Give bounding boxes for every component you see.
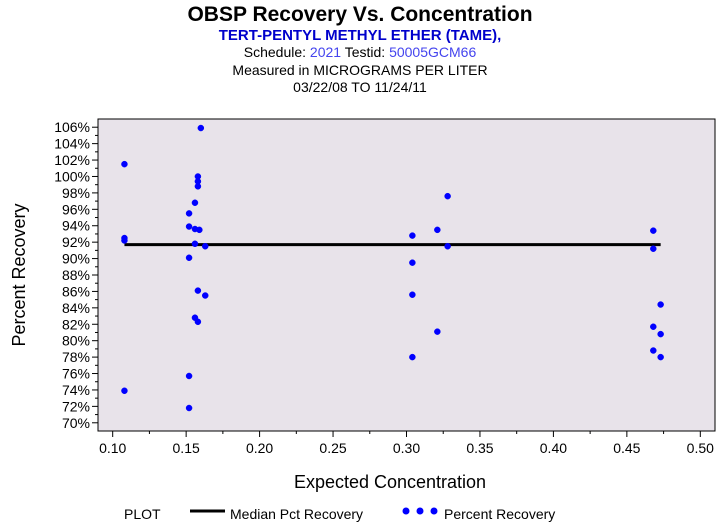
data-point [194, 318, 202, 326]
data-point [196, 226, 203, 234]
data-point [185, 372, 193, 380]
x-tick-label: 0.40 [540, 440, 567, 456]
y-tick-label: 104% [54, 136, 90, 152]
y-tick-label: 92% [62, 234, 90, 250]
data-point [434, 226, 441, 234]
x-tick-label: 0.30 [393, 440, 420, 456]
legend-point-dot [402, 507, 410, 515]
testid-label: Testid: [344, 44, 386, 60]
x-tick-label: 0.25 [319, 440, 346, 456]
y-tick-label: 70% [62, 415, 90, 431]
chart-subtitle: TERT-PENTYL METHYL ETHER (TAME), [218, 27, 502, 44]
data-point [121, 387, 128, 395]
y-axis-label: Percent Recovery [9, 203, 29, 346]
x-axis-label: Expected Concentration [294, 472, 486, 492]
x-axis: 0.10 0.15 0.20 0.25 0.30 0.35 0.40 0.45 0.50 [99, 431, 714, 456]
data-point [434, 328, 441, 335]
data-point [650, 323, 657, 330]
data-point [194, 287, 202, 294]
data-point [201, 292, 209, 299]
y-tick-label: 94% [62, 218, 90, 234]
measured-label: Measured in [232, 62, 310, 78]
data-point [650, 227, 657, 234]
data-point [444, 243, 451, 250]
data-point [121, 160, 128, 168]
data-point [191, 199, 199, 206]
measured-line: Measured in MICROGRAMS PER LITER [0, 62, 720, 78]
data-point [409, 259, 416, 266]
x-tick-label: 0.15 [173, 440, 200, 456]
x-tick-label: 0.35 [466, 440, 493, 456]
legend-points-label: Percent Recovery [444, 506, 555, 522]
schedule-value: 2021 [309, 44, 342, 60]
data-point [185, 254, 193, 262]
data-point [657, 353, 664, 361]
x-tick-label: 0.50 [687, 440, 714, 456]
measured-units: MICROGRAMS PER LITER [313, 62, 488, 78]
data-point [444, 192, 451, 200]
legend-point-dot [430, 507, 438, 515]
legend-point-dot [416, 507, 424, 515]
data-point [409, 291, 416, 298]
y-tick-label: 96% [62, 201, 90, 217]
y-axis: 70%72%74%76%78%80%82%84%86%88%90%92%94%9… [54, 119, 98, 431]
data-point [185, 404, 193, 412]
y-tick-label: 80% [62, 333, 90, 349]
y-tick-label: 100% [54, 168, 90, 184]
data-point [650, 347, 657, 354]
legend-points-swatch [402, 507, 438, 515]
testid-value: 50005GCM66 [389, 44, 477, 60]
legend-median-label: Median Pct Recovery [230, 506, 363, 522]
y-tick-label: 74% [62, 382, 90, 398]
data-point [657, 330, 664, 338]
x-tick-label: 0.10 [99, 440, 126, 456]
y-tick-label: 102% [54, 152, 90, 168]
data-point [194, 183, 202, 190]
data-point [657, 301, 664, 308]
y-tick-label: 98% [62, 185, 90, 201]
x-tick-label: 0.20 [246, 440, 273, 456]
y-tick-label: 72% [62, 398, 90, 414]
data-point [191, 240, 199, 248]
y-tick-label: 86% [62, 283, 90, 299]
y-tick-label: 76% [62, 366, 90, 382]
legend-plot-label: PLOT [124, 506, 161, 522]
y-tick-label: 84% [62, 300, 90, 316]
y-tick-label: 82% [62, 316, 90, 332]
plot-area [97, 118, 716, 432]
data-point [121, 237, 128, 244]
chart-title: OBSP Recovery Vs. Concentration [187, 3, 533, 26]
data-points [121, 124, 664, 412]
data-point [185, 223, 193, 230]
y-tick-label: 106% [54, 119, 90, 135]
data-point [409, 353, 416, 361]
data-point [650, 245, 657, 252]
y-tick-label: 90% [62, 251, 90, 267]
legend: PLOT Median Pct Recovery Percent Recover… [124, 506, 555, 522]
data-point [409, 232, 416, 239]
data-point [197, 124, 205, 132]
y-tick-label: 88% [62, 267, 90, 283]
schedule-label: Schedule: [243, 44, 307, 60]
data-point [201, 243, 209, 250]
data-point [185, 210, 193, 217]
schedule-line: Schedule: 2021 Testid: 50005GCM66 [0, 44, 720, 60]
y-tick-label: 78% [62, 349, 90, 365]
x-tick-label: 0.45 [613, 440, 640, 456]
date-range: 03/22/08 TO 11/24/11 [293, 79, 427, 95]
